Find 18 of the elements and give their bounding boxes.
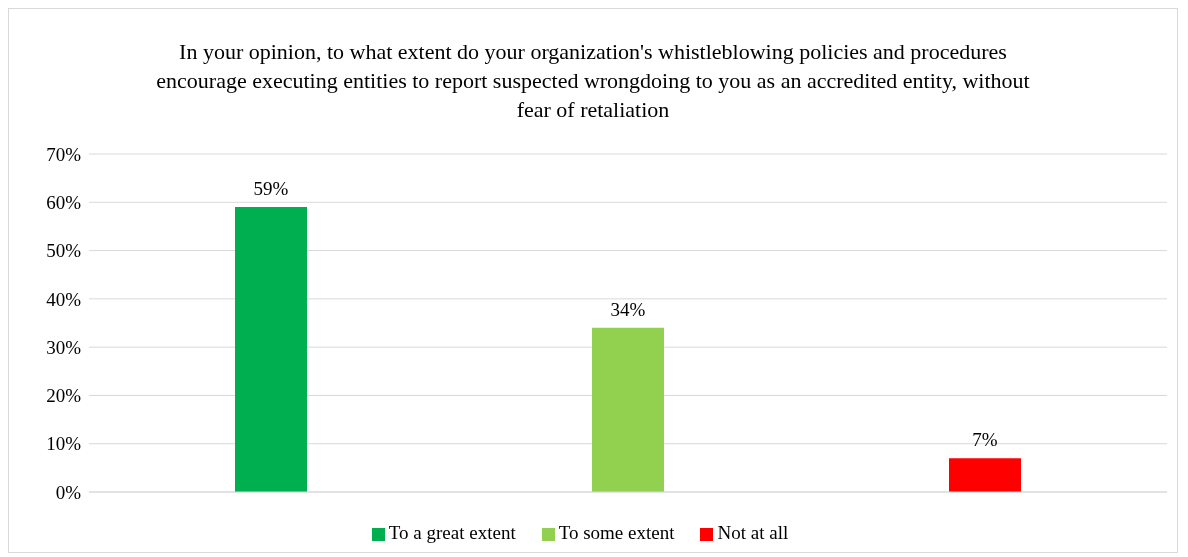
data-label: 7% bbox=[972, 429, 998, 451]
chart-title: In your opinion, to what extent do your organization's whistleblowing policies and procedures encourage executing entities to report suspected wrongdoing to you as an accredited entity, without fear of retaliation bbox=[155, 38, 1031, 124]
legend-label: To some extent bbox=[558, 522, 675, 543]
legend-label: Not at all bbox=[717, 522, 789, 543]
y-tick-label: 20% bbox=[46, 385, 82, 407]
y-tick-label: 30% bbox=[46, 336, 82, 358]
bar bbox=[235, 207, 307, 492]
data-label: 34% bbox=[610, 298, 646, 320]
y-tick-label: 0% bbox=[55, 481, 82, 503]
y-tick-label: 50% bbox=[46, 240, 82, 262]
legend-label: To a great extent bbox=[388, 522, 516, 543]
y-tick-label: 10% bbox=[46, 433, 82, 455]
y-tick-label: 70% bbox=[46, 143, 82, 165]
y-tick-label: 60% bbox=[46, 192, 82, 214]
bar bbox=[592, 327, 664, 492]
data-label: 59% bbox=[253, 178, 289, 200]
bar bbox=[949, 458, 1021, 492]
y-tick-label: 40% bbox=[46, 288, 82, 310]
